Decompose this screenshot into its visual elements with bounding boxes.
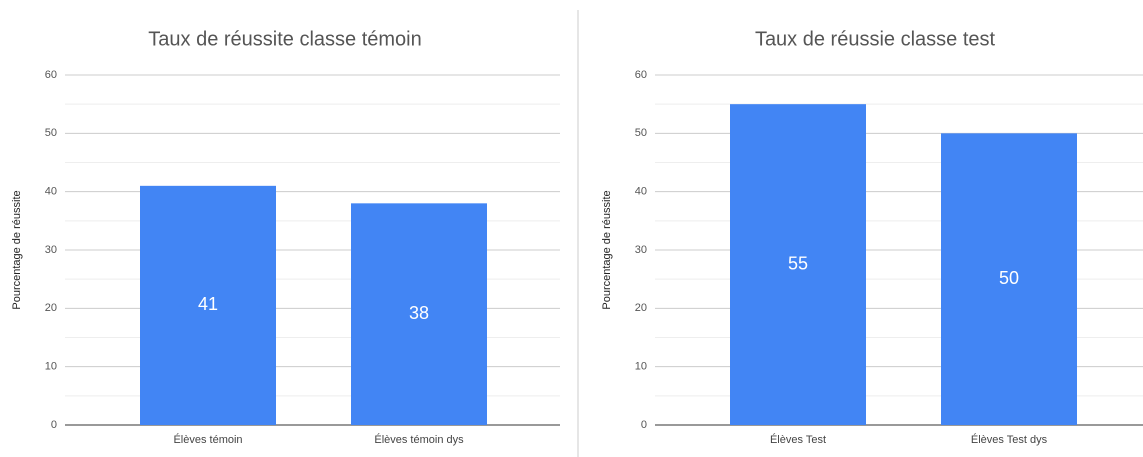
y-tick-label: 20 <box>45 302 57 314</box>
chart-title: Taux de réussie classe test <box>755 28 996 50</box>
bar <box>730 104 866 426</box>
y-tick-label: 30 <box>45 244 57 256</box>
y-axis-label: Pourcentage de réussite <box>11 190 23 309</box>
y-tick-label: 50 <box>45 127 57 139</box>
y-tick-label: 60 <box>45 69 57 81</box>
data-label: 50 <box>999 268 1019 288</box>
y-tick-label: 10 <box>45 361 57 373</box>
x-tick-label: Élèves témoin <box>173 433 242 446</box>
bar <box>140 185 276 425</box>
x-tick-label: Élèves témoin dys <box>374 433 464 446</box>
y-tick-label: 40 <box>635 186 647 198</box>
y-tick-label: 10 <box>635 361 647 373</box>
bar <box>351 203 487 425</box>
y-tick-label: 50 <box>635 127 647 139</box>
x-tick-label: Élèves Test dys <box>971 433 1048 446</box>
y-tick-label: 60 <box>635 69 647 81</box>
y-tick-label: 20 <box>635 302 647 314</box>
y-tick-label: 40 <box>45 186 57 198</box>
y-axis-label: Pourcentage de réussite <box>601 190 613 309</box>
data-label: 55 <box>788 253 808 273</box>
x-tick-label: Élèves Test <box>770 433 826 446</box>
y-tick-label: 30 <box>635 244 647 256</box>
y-tick-label: 0 <box>51 419 57 431</box>
bar <box>941 133 1077 426</box>
data-label: 41 <box>198 294 218 314</box>
chart-title: Taux de réussite classe témoin <box>148 28 421 50</box>
y-tick-label: 0 <box>641 419 647 431</box>
data-label: 38 <box>409 303 429 323</box>
